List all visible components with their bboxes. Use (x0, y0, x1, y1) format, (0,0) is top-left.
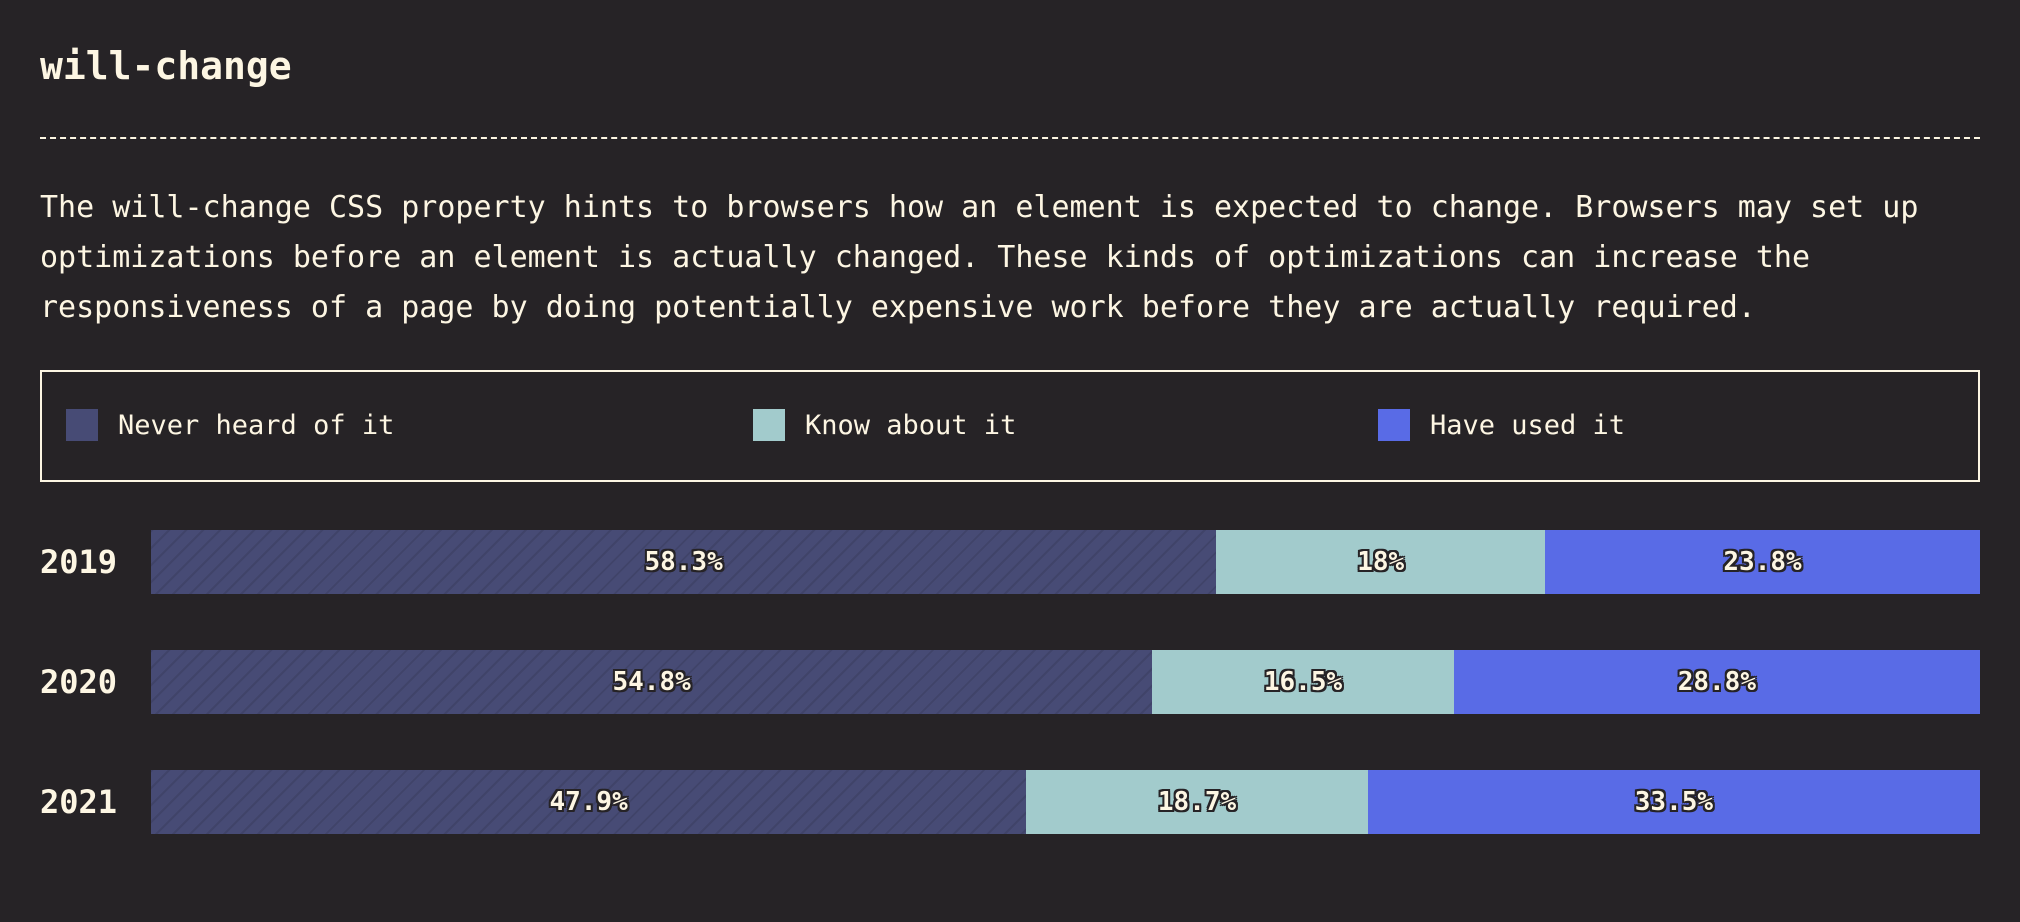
bar-row-2019: 2019 58.3% 18% 23.8% (40, 530, 1980, 594)
data-label-have-used-2019: 23.8% (1723, 547, 1802, 577)
legend-item-have-used[interactable]: Have used it (1378, 408, 1625, 442)
category-label-2021: 2021 (40, 783, 118, 821)
legend-label-have-used: Have used it (1430, 409, 1626, 441)
data-label-never-heard-2020: 54.8% (612, 667, 691, 697)
legend-swatch-have-used (1378, 409, 1410, 441)
stacked-bar-2021: 47.9% 18.7% 33.5% (151, 770, 1980, 834)
data-label-never-heard-2019: 58.3% (644, 547, 723, 577)
bar-row-2020: 2020 54.8% 16.5% 28.8% (40, 650, 1980, 714)
legend-item-never-heard[interactable]: Never heard of it (66, 408, 394, 442)
data-label-have-used-2020: 28.8% (1677, 667, 1756, 697)
category-label-2019: 2019 (40, 543, 118, 581)
data-label-know-about-2020: 16.5% (1263, 667, 1343, 697)
data-label-never-heard-2021: 47.9% (549, 787, 628, 817)
bar-segment-never-heard-2019[interactable]: 58.3% (151, 530, 1217, 594)
bar-segment-know-about-2021[interactable]: 18.7% (1026, 770, 1368, 834)
legend-item-know-about[interactable]: Know about it (753, 408, 1016, 442)
bar-segment-have-used-2020[interactable]: 28.8% (1453, 650, 1980, 714)
legend-swatch-never-heard (66, 409, 98, 441)
category-label-2020: 2020 (40, 663, 118, 701)
bar-segment-know-about-2020[interactable]: 16.5% (1152, 650, 1454, 714)
bar-segment-know-about-2019[interactable]: 18% (1216, 530, 1546, 594)
bar-row-2021: 2021 47.9% 18.7% 33.5% (40, 770, 1980, 834)
data-label-know-about-2019: 18% (1357, 547, 1405, 577)
bar-segment-have-used-2021[interactable]: 33.5% (1367, 770, 1980, 834)
bar-segment-never-heard-2021[interactable]: 47.9% (151, 770, 1027, 834)
chart-legend: Never heard of it Know about it Have use… (40, 370, 1980, 482)
bar-segment-never-heard-2020[interactable]: 54.8% (151, 650, 1153, 714)
chart-title: will-change (40, 44, 292, 88)
legend-label-never-heard: Never heard of it (118, 409, 395, 441)
data-label-know-about-2021: 18.7% (1157, 787, 1237, 817)
legend-label-know-about: Know about it (805, 409, 1017, 441)
data-label-have-used-2021: 33.5% (1634, 787, 1714, 817)
title-divider (40, 137, 1980, 139)
stacked-bar-2020: 54.8% 16.5% 28.8% (151, 650, 1980, 714)
bar-segment-have-used-2019[interactable]: 23.8% (1545, 530, 1980, 594)
legend-swatch-know-about (753, 409, 785, 441)
stacked-bar-2019: 58.3% 18% 23.8% (151, 530, 1980, 594)
chart-description: The will-change CSS property hints to br… (40, 190, 1919, 325)
